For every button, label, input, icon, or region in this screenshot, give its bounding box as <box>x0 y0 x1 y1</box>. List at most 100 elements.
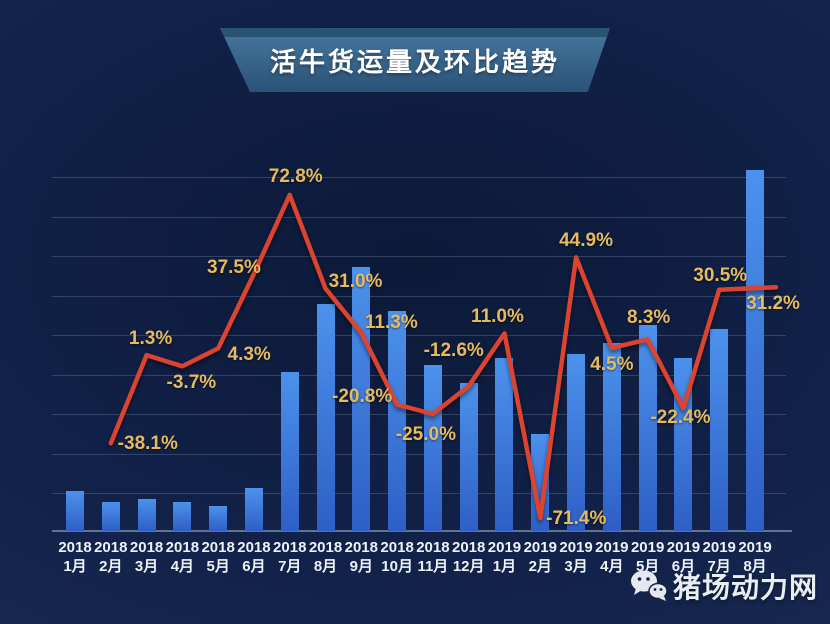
pct-label: 37.5% <box>207 257 261 278</box>
bar-2018-7月 <box>280 372 299 531</box>
bar-2019-1月 <box>495 358 514 531</box>
bar-2018-8月 <box>316 304 335 531</box>
pct-label: 31.2% <box>746 293 800 315</box>
x-axis-label: 2019 2月 <box>518 538 562 576</box>
x-label-year: 2018 <box>58 539 92 556</box>
x-axis-label: 2018 9月 <box>339 538 383 576</box>
x-label-year: 2019 <box>738 539 772 556</box>
x-label-month: 12月 <box>452 558 485 575</box>
x-label-month: 3月 <box>564 558 588 575</box>
bar-2018-2月 <box>101 502 120 531</box>
x-axis-label: 2018 6月 <box>232 538 276 576</box>
x-label-month: 10月 <box>381 558 413 575</box>
x-axis-label: 2019 7月 <box>697 538 741 576</box>
gridline <box>52 295 786 297</box>
x-label-month: 7月 <box>707 558 731 575</box>
x-label-year: 2018 <box>380 539 414 556</box>
x-axis-label: 2018 11月 <box>411 538 455 576</box>
x-axis-label: 2018 12月 <box>447 538 491 576</box>
x-label-month: 11月 <box>417 558 449 575</box>
gridline <box>52 177 786 178</box>
pct-label: 11.3% <box>364 311 418 333</box>
x-axis-label: 2019 1月 <box>482 538 526 576</box>
pct-label: -22.4% <box>650 407 711 429</box>
x-axis-label: 2018 8月 <box>304 538 348 576</box>
pct-label: 30.5% <box>693 264 748 286</box>
bar-2019-6月 <box>674 358 693 531</box>
x-label-year: 2018 <box>344 539 378 556</box>
x-label-year: 2019 <box>595 539 629 556</box>
bar-2018-6月 <box>244 488 263 531</box>
bar-2018-5月 <box>209 506 228 531</box>
x-label-month: 7月 <box>278 558 302 575</box>
x-axis-label: 2018 4月 <box>160 538 204 576</box>
x-label-month: 1月 <box>492 558 517 575</box>
x-label-month: 9月 <box>349 558 373 575</box>
x-label-month: 8月 <box>313 558 338 575</box>
x-label-month: 4月 <box>600 558 624 575</box>
watermark-text: 猪场动力网 <box>672 572 818 603</box>
x-label-month: 2月 <box>99 558 123 575</box>
pct-label: 1.3% <box>128 328 173 350</box>
pct-label: -38.1% <box>117 433 178 455</box>
x-label-year: 2018 <box>416 539 450 556</box>
pct-label: -20.8% <box>332 385 393 407</box>
x-label-month: 4月 <box>170 558 195 575</box>
x-axis-label: 2018 7月 <box>268 538 312 576</box>
bar-2019-8月 <box>746 170 764 531</box>
bar-2018-3月 <box>137 499 156 531</box>
x-axis-label: 2019 8月 <box>733 538 777 576</box>
pct-label: 8.3% <box>626 307 671 329</box>
x-label-month: 1月 <box>63 558 87 575</box>
x-label-year: 2019 <box>702 539 736 556</box>
x-label-year: 2018 <box>165 539 200 556</box>
pct-label: -12.6% <box>423 340 484 362</box>
bar-2018-4月 <box>173 502 192 531</box>
bar-2019-7月 <box>710 329 729 531</box>
x-axis-label: 2018 10月 <box>375 538 419 576</box>
pct-label: 44.9% <box>559 230 613 252</box>
pct-label: -71.4% <box>546 507 607 529</box>
x-axis-label: 2019 3月 <box>554 538 598 576</box>
wechat-icon <box>630 570 668 601</box>
x-label-year: 2019 <box>487 539 522 556</box>
watermark: 猪场动力网 <box>630 566 818 606</box>
pct-label: -3.7% <box>166 372 217 394</box>
pct-label: 4.5% <box>590 353 634 375</box>
x-label-month: 5月 <box>206 558 230 575</box>
pct-label: 4.3% <box>227 344 271 366</box>
x-axis-label: 2019 6月 <box>661 538 705 576</box>
x-label-month: 6月 <box>242 558 266 575</box>
x-label-year: 2018 <box>237 539 271 556</box>
x-axis-label: 2018 1月 <box>53 538 97 576</box>
x-label-year: 2018 <box>308 539 343 556</box>
x-label-year: 2019 <box>559 539 593 556</box>
bar-2019-3月 <box>567 354 586 531</box>
bar-2018-1月 <box>66 491 84 531</box>
banner-bevel <box>220 28 610 37</box>
x-label-year: 2018 <box>452 539 486 556</box>
gridline <box>52 216 786 218</box>
bar-2018-10月 <box>388 311 407 531</box>
bar-2018-12月 <box>459 383 478 531</box>
pct-label: 31.0% <box>328 270 383 292</box>
x-label-month: 3月 <box>134 558 159 575</box>
title-banner: 活牛货运量及环比趋势 <box>220 28 610 92</box>
x-label-year: 2018 <box>129 539 164 556</box>
x-axis-label: 2018 2月 <box>89 538 133 576</box>
pct-label: 11.0% <box>471 306 524 328</box>
x-label-year: 2018 <box>201 539 235 556</box>
x-label-year: 2019 <box>666 539 701 556</box>
x-axis-label: 2019 4月 <box>590 538 634 576</box>
x-label-month: 8月 <box>743 558 767 575</box>
x-label-year: 2019 <box>523 539 557 556</box>
pct-label: 72.8% <box>268 165 323 187</box>
x-axis-line <box>52 530 792 532</box>
x-axis-label: 2018 3月 <box>125 538 169 576</box>
x-label-year: 2019 <box>630 539 665 556</box>
bar-2018-11月 <box>423 365 442 531</box>
gridline <box>52 256 786 257</box>
x-label-year: 2018 <box>273 539 307 556</box>
x-axis-label: 2018 5月 <box>196 538 240 576</box>
